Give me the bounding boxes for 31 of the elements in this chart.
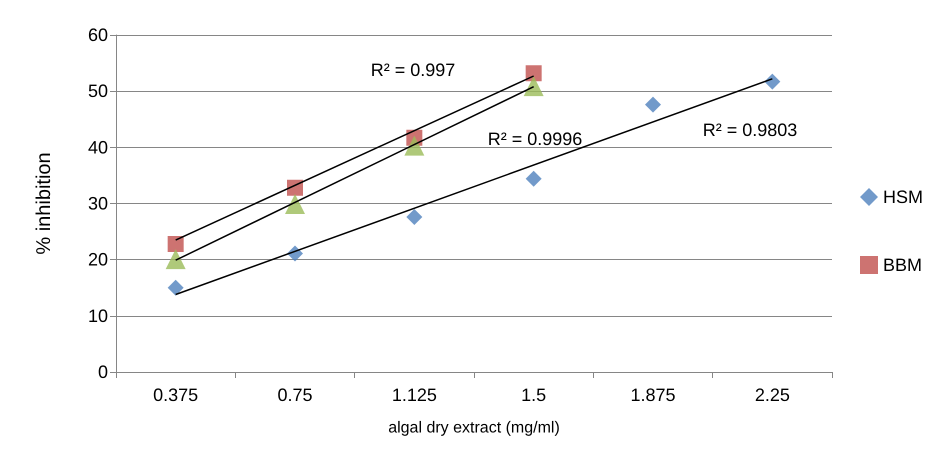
point [404,136,424,156]
legend-label: BBM [883,255,922,275]
annotation: R² = 0.9803 [702,120,798,140]
point [285,194,305,214]
y-tick-label: 40 [88,137,108,158]
point [764,74,780,90]
y-tick-label: 30 [88,194,108,214]
point [526,65,542,82]
point [168,280,184,296]
point [166,249,186,270]
annotation: R² = 0.9996 [488,129,582,149]
point [406,208,422,225]
x-axis-title: algal dry extract (mg/ml) [388,420,560,436]
x-tick-label: 2.25 [754,385,790,405]
y-axis-title: % inhibition [33,152,55,255]
y-tick-label: 20 [88,250,108,270]
y-tick-label: 50 [88,81,108,102]
point [645,96,661,113]
legend-label: HSM [883,187,923,207]
point [168,236,184,252]
y-tick-label: 0 [98,362,108,382]
x-tick-label: 0.375 [153,385,198,405]
point [526,170,542,187]
y-tick-label: 10 [88,306,108,326]
y-tick-label: 60 [88,25,108,45]
point [524,76,544,96]
x-tick-label: 1.125 [392,385,437,405]
x-tick-label: 1.5 [521,385,546,405]
x-tick-label: 1.875 [630,385,676,405]
annotation: R² = 0.997 [370,60,456,80]
x-tick-label: 0.75 [277,385,313,405]
